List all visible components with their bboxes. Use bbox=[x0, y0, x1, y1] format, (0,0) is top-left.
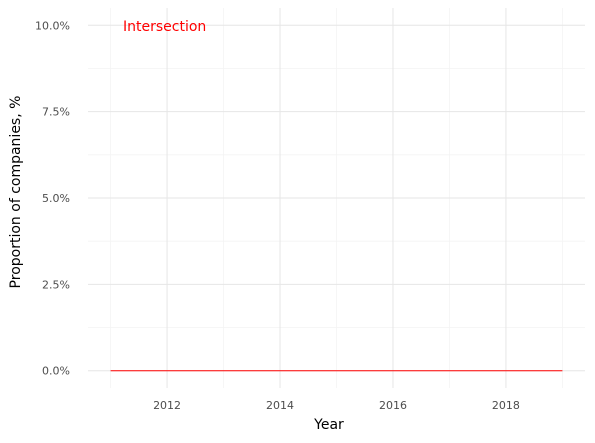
y-tick-label: 5.0% bbox=[42, 192, 70, 205]
y-axis-tick-labels: 0.0% 2.5% 5.0% 7.5% 10.0% bbox=[35, 19, 70, 377]
y-axis-title: Proportion of companies, % bbox=[8, 96, 24, 289]
y-tick-label: 7.5% bbox=[42, 106, 70, 119]
x-tick-label: 2014 bbox=[266, 399, 294, 412]
x-axis-tick-labels: 2012 2014 2016 2018 bbox=[153, 399, 520, 412]
x-tick-label: 2018 bbox=[492, 399, 520, 412]
x-tick-label: 2012 bbox=[153, 399, 181, 412]
x-tick-label: 2016 bbox=[379, 399, 407, 412]
x-axis-title: Year bbox=[313, 417, 344, 433]
annotation-intersection: Intersection bbox=[123, 19, 206, 35]
y-tick-label: 2.5% bbox=[42, 278, 70, 291]
y-tick-label: 10.0% bbox=[35, 19, 70, 32]
y-tick-label: 0.0% bbox=[42, 365, 70, 378]
